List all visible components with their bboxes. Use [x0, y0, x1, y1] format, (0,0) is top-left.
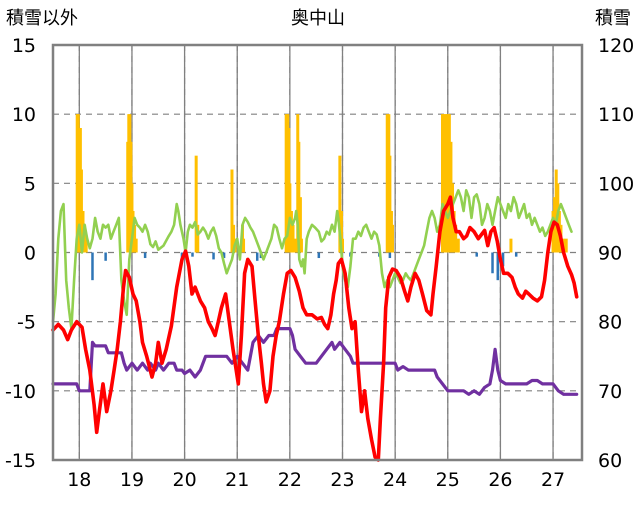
x-tick: 21 [225, 469, 249, 491]
blue-bar [496, 252, 500, 281]
orange-bar [289, 211, 293, 253]
blue-bar [91, 252, 94, 281]
orange-bar [391, 224, 395, 253]
blue-bar [222, 252, 226, 259]
x-tick: 24 [383, 469, 407, 491]
blue-bar [212, 252, 215, 260]
orange-bar [79, 169, 83, 253]
y-tick-left: -15 [5, 450, 36, 472]
orange-bar [293, 238, 297, 253]
y-tick-left: 15 [12, 35, 36, 57]
orange-bar [232, 224, 236, 253]
green-series-line [51, 189, 573, 330]
y-tick-left: 5 [24, 173, 36, 195]
blue-bar [255, 252, 259, 261]
y-tick-left: -5 [17, 312, 36, 334]
y-tick-right: 100 [598, 173, 634, 195]
orange-bar [84, 238, 88, 253]
blue-bar [388, 252, 392, 259]
blue-bar [491, 252, 494, 274]
blue-bar [514, 252, 518, 257]
orange-bar [298, 197, 302, 253]
text-layer: 奥中山 積雪以外 積雪 15 10 5 0 -5 -10 -15 120 110 100 90 80 7… [5, 8, 634, 491]
orange-bar [509, 238, 513, 253]
x-tick: 27 [541, 469, 565, 491]
orange-bar [284, 114, 288, 253]
orange-bar [554, 169, 558, 253]
orange-bar [338, 155, 342, 253]
orange-bar [341, 238, 345, 253]
orange-bar [230, 169, 234, 253]
chart-title: 奥中山 [291, 8, 345, 29]
orange-bar [447, 114, 451, 253]
blue-bar [143, 252, 147, 259]
y-tick-right: 70 [598, 381, 622, 403]
orange-bar [194, 155, 198, 253]
frame-layer [51, 43, 584, 462]
bars-layer [75, 114, 568, 281]
purple-series-line [51, 327, 579, 396]
orange-bar [297, 141, 301, 253]
blue-bar [191, 252, 194, 257]
orange-bar [456, 238, 460, 253]
x-tick: 26 [488, 469, 512, 491]
orange-bar [388, 155, 392, 253]
orange-bar [444, 114, 448, 253]
orange-bar [385, 114, 389, 253]
orange-bar [133, 224, 137, 253]
y-tick-right: 120 [598, 35, 634, 57]
blue-bar [501, 252, 505, 267]
blue-bar [475, 252, 478, 257]
y-tick-left: 10 [12, 104, 36, 126]
orange-bar [446, 114, 450, 253]
orange-bar [299, 238, 303, 253]
x-tick: 18 [67, 469, 91, 491]
x-tick: 23 [330, 469, 354, 491]
x-tick: 22 [278, 469, 302, 491]
y-tick-right: 80 [598, 312, 622, 334]
right-axis-label: 積雪 [595, 8, 631, 29]
orange-bar [442, 114, 446, 253]
orange-bar [551, 211, 555, 253]
y-tick-left: 0 [24, 243, 36, 265]
red-series-line [51, 195, 579, 462]
orange-bar [339, 211, 343, 253]
orange-bar [452, 211, 456, 253]
orange-bar [454, 224, 458, 253]
plot-frame [51, 43, 584, 462]
orange-bar [134, 238, 138, 253]
x-tick: 20 [172, 469, 196, 491]
blue-bar [104, 252, 107, 261]
lines-layer [51, 189, 579, 462]
orange-bar [242, 238, 246, 253]
orange-bar [564, 238, 568, 253]
blue-bar [317, 252, 321, 259]
y-tick-right: 90 [598, 243, 622, 265]
y-tick-right: 60 [598, 450, 622, 472]
y-tick-right: 110 [598, 104, 634, 126]
orange-bar [196, 224, 200, 253]
orange-bar [291, 224, 295, 253]
left-axis-label: 積雪以外 [6, 8, 78, 29]
x-tick: 19 [120, 469, 144, 491]
y-tick-left: -10 [5, 381, 36, 403]
x-tick: 25 [436, 469, 460, 491]
